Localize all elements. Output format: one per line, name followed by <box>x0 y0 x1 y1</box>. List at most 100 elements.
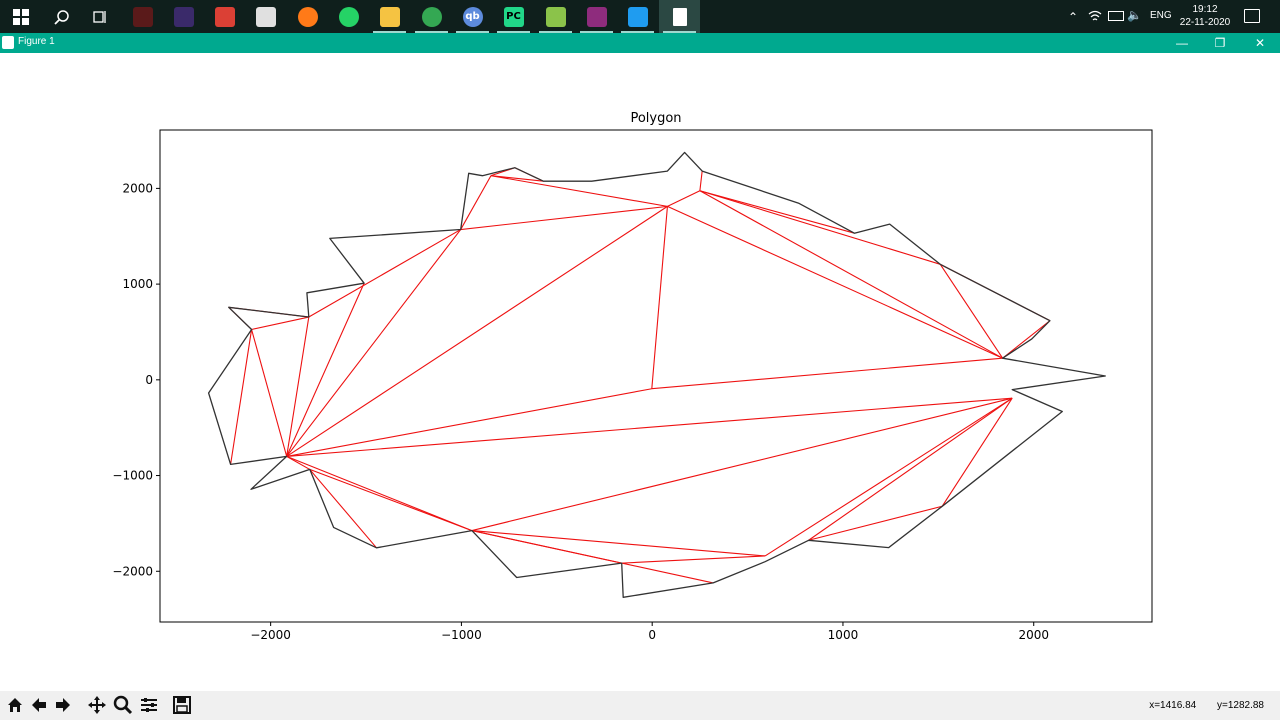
coord-y: y=1282.88 <box>1217 700 1264 711</box>
firefox-taskbar-button[interactable] <box>287 0 328 33</box>
x-tick-label: 0 <box>648 628 656 642</box>
file-explorer-taskbar-button[interactable] <box>369 0 410 33</box>
home-icon[interactable] <box>4 694 26 716</box>
zoom-icon[interactable] <box>112 694 134 716</box>
qbittorrent-taskbar-button[interactable]: qb <box>452 0 493 33</box>
triangulation-edge <box>286 205 668 457</box>
search-taskbar-button[interactable] <box>41 0 82 33</box>
triangulation-edge <box>808 397 1013 541</box>
pan-icon[interactable] <box>86 694 108 716</box>
triangulation-edge <box>251 316 309 331</box>
notifications-icon[interactable] <box>1244 9 1260 23</box>
clock-date: 22-11-2020 <box>1179 17 1231 28</box>
torrent-client-taskbar-button[interactable] <box>163 0 204 33</box>
triangulation-edge <box>286 388 652 457</box>
chart-title: Polygon <box>630 111 681 126</box>
triangulation-edge <box>808 505 943 541</box>
wifi-icon[interactable] <box>1088 9 1102 21</box>
triangulation-edge <box>309 468 473 532</box>
figure-canvas[interactable]: Polygon −2000 −1000 0 1000 2000 −2000 −1000 0 10… <box>0 53 1280 691</box>
x-tick-label: 2000 <box>1018 628 1049 642</box>
triangulation-edge <box>490 175 544 182</box>
y-tick-label: 0 <box>145 373 153 387</box>
axes-frame <box>159 129 1153 623</box>
battery-icon[interactable] <box>1108 11 1124 21</box>
volume-icon[interactable]: 🔈 <box>1127 8 1142 22</box>
triangulation-edge <box>286 229 462 457</box>
clock-time: 19:12 <box>1192 4 1218 15</box>
cursor-coordinates: x=1416.84 y=1282.88 <box>1131 700 1264 711</box>
matplotlib-window-icon <box>672 7 687 26</box>
x-tick-label: 1000 <box>828 628 859 642</box>
torrent-client-icon <box>173 6 194 27</box>
chrome-taskbar-button[interactable] <box>411 0 452 33</box>
chevron-up-icon[interactable]: ⌃ <box>1068 10 1079 24</box>
triangulation-edge <box>651 206 668 389</box>
todoist-icon <box>214 6 235 27</box>
close-button[interactable]: ✕ <box>1254 36 1266 50</box>
triangulation-edge <box>471 397 1013 532</box>
chrome-icon <box>421 6 442 27</box>
triangulation-edge <box>939 263 1004 359</box>
file-explorer-icon <box>379 6 400 27</box>
x-tick-label: −2000 <box>250 628 291 642</box>
triangulation-edge <box>460 175 492 230</box>
armoury-crate-icon <box>132 6 153 27</box>
pycharm-icon: PC <box>503 6 524 27</box>
windows-start-taskbar-button[interactable] <box>0 0 41 33</box>
qbittorrent-icon: qb <box>462 6 483 27</box>
x-tick-label: −1000 <box>441 628 482 642</box>
configure-subplots-icon[interactable] <box>138 694 160 716</box>
triangulation-edge <box>1002 320 1051 359</box>
forward-arrow-icon[interactable] <box>52 694 74 716</box>
triangulation-edge <box>286 455 473 532</box>
save-icon[interactable] <box>171 694 193 716</box>
window-titlebar[interactable]: Figure 1 — ❐ ✕ <box>0 33 1280 53</box>
window-title: Figure 1 <box>18 36 55 47</box>
search-icon <box>52 7 72 27</box>
navigation-toolbar: x=1416.84 y=1282.88 <box>0 691 1280 720</box>
triangulation-edge <box>286 397 1013 457</box>
winrar-taskbar-button[interactable] <box>576 0 617 33</box>
language-indicator[interactable]: ENG <box>1150 10 1172 21</box>
notepad-plus-icon <box>545 6 566 27</box>
whatsapp-taskbar-button[interactable] <box>328 0 369 33</box>
triangulation-edge <box>764 397 1013 557</box>
y-tick-label: −1000 <box>112 469 153 483</box>
triangulation-edge <box>251 329 288 457</box>
triangulation-edge <box>471 530 622 564</box>
y-tick-label: 2000 <box>122 181 153 195</box>
triangulation-edge <box>699 190 855 234</box>
restore-button[interactable]: ❐ <box>1214 36 1226 50</box>
triangulation-edge <box>471 530 766 557</box>
task-view-icon <box>90 7 110 27</box>
coord-x: x=1416.84 <box>1149 700 1197 711</box>
triangulation-edge <box>699 190 941 265</box>
axes: −2000 −1000 0 1000 2000 −2000 −1000 0 1000 2000 <box>112 129 1153 642</box>
triangulation-edge <box>699 190 1003 359</box>
triangulation-edge <box>309 469 377 549</box>
triangulation-edge <box>941 397 1013 507</box>
pycharm-taskbar-button[interactable]: PC <box>493 0 534 33</box>
whatsapp-icon <box>338 6 359 27</box>
triangulation-edge <box>699 171 703 191</box>
vscode-icon <box>627 6 648 27</box>
triangulation-edge <box>667 190 701 207</box>
photos-taskbar-button[interactable] <box>245 0 286 33</box>
triangulation-edge <box>230 329 253 465</box>
polygon-outline <box>207 151 1106 598</box>
winrar-icon <box>586 6 607 27</box>
todoist-taskbar-button[interactable] <box>204 0 245 33</box>
notepad-plus-taskbar-button[interactable] <box>535 0 576 33</box>
matplotlib-window-taskbar-button[interactable] <box>659 0 700 33</box>
vscode-taskbar-button[interactable] <box>617 0 658 33</box>
photos-icon <box>255 6 276 27</box>
matplotlib-app-icon <box>2 36 14 49</box>
triangulation-edge <box>621 555 766 564</box>
task-view-taskbar-button[interactable] <box>79 0 120 33</box>
armoury-crate-taskbar-button[interactable] <box>122 0 163 33</box>
windows-taskbar: qb PC ⌃ 🔈 ENG 19:12 22-11-2020 <box>0 0 1280 33</box>
clock[interactable]: 19:12 22-11-2020 <box>1176 3 1234 29</box>
minimize-button[interactable]: — <box>1176 36 1188 50</box>
back-arrow-icon[interactable] <box>28 694 50 716</box>
